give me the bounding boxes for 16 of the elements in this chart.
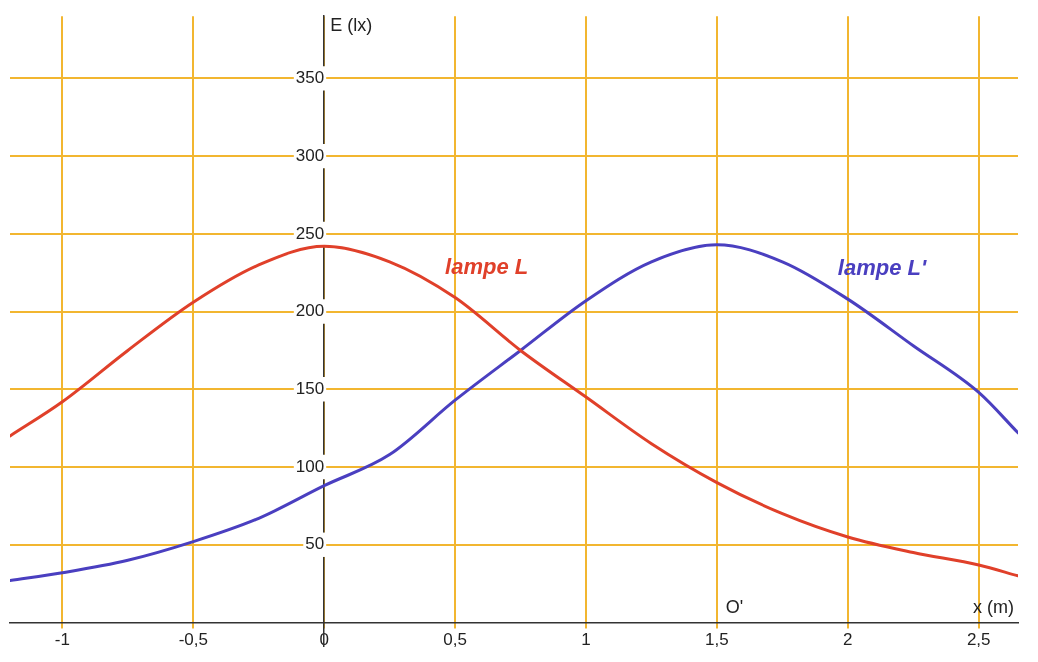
x-tick-label: 2 [843, 630, 853, 650]
x-tick-label: 1,5 [705, 630, 729, 650]
y-tick-label: 150 [295, 378, 325, 398]
y-tick-label: 350 [295, 68, 325, 88]
y-tick-label: 300 [295, 145, 325, 165]
y-tick-label: 100 [295, 456, 325, 476]
x-tick-label: 0,5 [443, 630, 467, 650]
y-tick-label: 250 [295, 223, 325, 243]
y-tick-label: 50 [305, 534, 325, 554]
y-tick-label: 200 [295, 301, 325, 321]
x-tick-label: -0,5 [178, 630, 208, 650]
x-tick-label: -1 [54, 630, 70, 650]
annotation: O' [725, 597, 744, 618]
x-tick-label: 1 [581, 630, 591, 650]
y-axis-title: E (lx) [330, 15, 373, 36]
x-tick-label: 2,5 [966, 630, 991, 650]
